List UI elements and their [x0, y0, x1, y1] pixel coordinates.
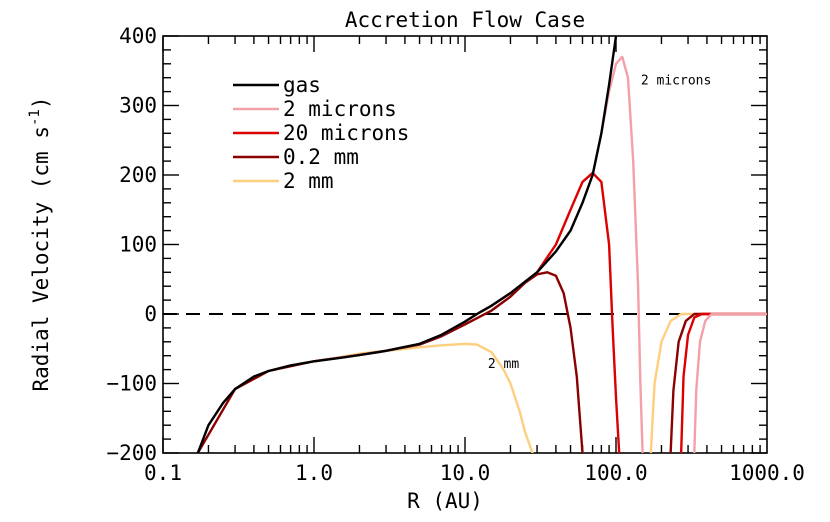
y-tick-label: 200 — [119, 163, 157, 187]
annotation-label: 2 microns — [641, 74, 711, 89]
legend-label: 20 microns — [283, 121, 409, 145]
x-axis-label: R (AU) — [407, 489, 483, 513]
x-tick-label: 1000.0 — [729, 461, 805, 485]
legend-label: 2 mm — [283, 169, 334, 193]
x-tick-labels: 0.1 1.0 10.0 100.0 1000.0 — [144, 461, 805, 485]
series-line-20-microns — [312, 171, 621, 453]
x-tick-label: 0.1 — [144, 461, 182, 485]
y-axis-label-exponent: -1 — [27, 109, 43, 126]
y-tick-label: 100 — [119, 233, 157, 257]
chart-title: Accretion Flow Case — [345, 8, 585, 32]
x-tick-label: 100.0 — [584, 461, 647, 485]
y-tick-label: −100 — [106, 372, 157, 396]
series-lines — [196, 36, 767, 453]
annotations: 2 microns 2 mm — [488, 74, 711, 373]
plot-frame — [162, 35, 768, 454]
y-tick-label: −200 — [106, 441, 157, 465]
y-axis-label-main: Radial Velocity (cm s — [29, 126, 53, 392]
annotation-label: 2 mm — [488, 357, 519, 372]
series-line-2-mm — [649, 312, 767, 453]
y-axis-label-close: ) — [29, 96, 53, 109]
series-line-2-microns — [693, 312, 767, 453]
y-tick-label: 400 — [119, 24, 157, 48]
y-tick-label: 0 — [144, 302, 157, 326]
axis-ticks — [162, 35, 767, 454]
series-line-gas — [196, 36, 618, 453]
x-tick-label: 1.0 — [295, 461, 333, 485]
y-tick-labels: −200 −100 0 100 200 300 400 — [106, 24, 157, 465]
y-axis-label: Radial Velocity (cm s-1) — [27, 96, 53, 391]
x-tick-label: 10.0 — [440, 461, 491, 485]
y-tick-label: 300 — [119, 94, 157, 118]
legend-label: gas — [283, 73, 321, 97]
legend-label: 2 microns — [283, 97, 397, 121]
legend-label: 0.2 mm — [283, 145, 359, 169]
series-line-0-2-mm — [196, 271, 584, 453]
